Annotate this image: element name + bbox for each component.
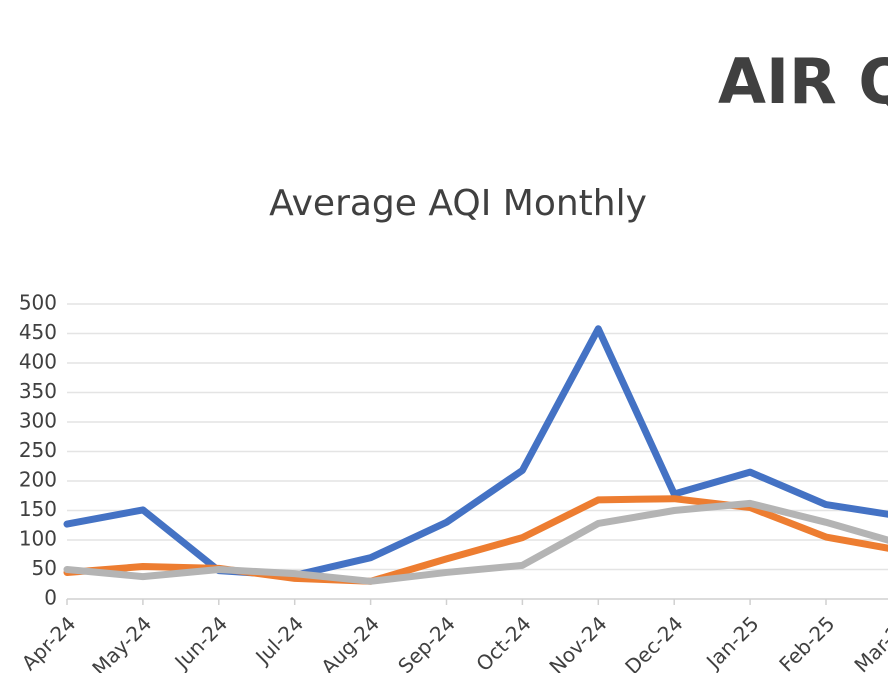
x-tick-label: Oct-24: [471, 611, 536, 673]
x-tick-label: Jan-25: [700, 611, 763, 673]
series-line: [63, 325, 888, 579]
x-tick-label: Aug-24: [316, 611, 384, 673]
x-tick-label: Sep-24: [393, 611, 460, 673]
y-tick-label: 200: [19, 468, 57, 492]
y-tick-label: 500: [19, 291, 57, 315]
x-tick-label: Apr-24: [17, 611, 81, 673]
page-title: AIR Q: [718, 45, 888, 118]
y-tick-label: 150: [19, 497, 57, 521]
x-tick-label: Feb-25: [774, 611, 839, 673]
chart-title: Average AQI Monthly: [269, 183, 647, 224]
x-tick-label: May-24: [87, 611, 156, 673]
x-tick-label: Dec-24: [620, 611, 687, 673]
y-tick-label: 100: [19, 527, 57, 551]
y-tick-label: 0: [44, 586, 57, 610]
y-tick-label: 450: [19, 320, 57, 344]
y-tick-label: 350: [19, 379, 57, 403]
x-tick-label: Mar-25: [849, 611, 888, 673]
series-line: [63, 499, 888, 585]
y-tick-label: 50: [32, 556, 57, 580]
x-tick-label: Jun-24: [169, 611, 233, 673]
x-tick-label: Nov-24: [544, 611, 611, 673]
y-tick-label: 400: [19, 350, 57, 374]
x-tick-label: Jul-24: [250, 611, 309, 670]
y-tick-label: 250: [19, 438, 57, 462]
y-tick-label: 300: [19, 409, 57, 433]
